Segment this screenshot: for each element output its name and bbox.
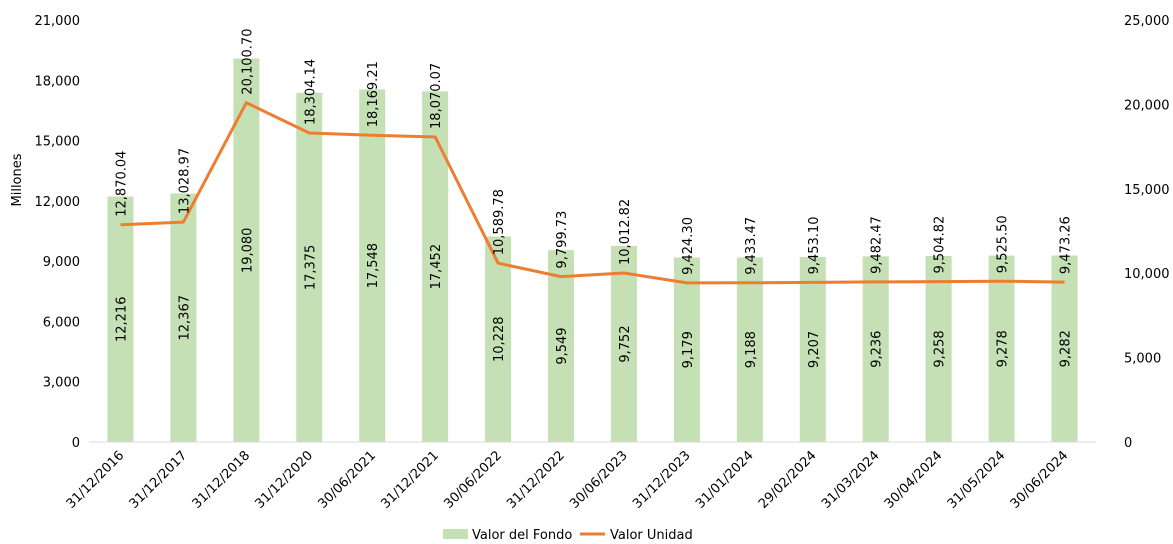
line-data-label: 18,304.14 — [303, 59, 318, 125]
legend-swatch-valor-del-fondo — [443, 529, 468, 539]
line-data-label: 9,424.30 — [681, 217, 696, 275]
y-tick-left: 9,000 — [43, 255, 80, 270]
y-tick-right: 15,000 — [1124, 183, 1170, 198]
bar — [925, 255, 952, 442]
y-tick-left: 18,000 — [35, 74, 81, 89]
line-data-label: 18,169.21 — [366, 61, 381, 127]
bar — [485, 236, 512, 442]
y-tick-right: 0 — [1124, 436, 1132, 451]
series-line-valor-unidad — [120, 101, 1065, 285]
y-axis-left-title: Millones — [10, 153, 25, 206]
bar-data-label: 19,080 — [240, 228, 255, 274]
y-tick-left: 6,000 — [43, 315, 80, 330]
bar-data-label: 9,258 — [933, 330, 948, 367]
line-data-label: 9,525.50 — [996, 215, 1011, 273]
x-tick: 30/06/2023 — [567, 448, 631, 512]
y-tick-left: 3,000 — [43, 376, 80, 391]
x-tick: 30/06/2021 — [315, 448, 379, 512]
x-tick: 31/01/2024 — [693, 448, 757, 512]
x-tick: 30/06/2022 — [441, 448, 505, 512]
bar-data-label: 12,367 — [177, 295, 192, 341]
line-data-label: 9,433.47 — [744, 217, 759, 275]
bar-data-label: 17,375 — [303, 245, 318, 291]
line-data-label: 18,070.07 — [429, 63, 444, 129]
bar-data-label: 12,216 — [114, 297, 129, 343]
x-tick: 31/12/2023 — [630, 448, 694, 512]
bar-data-label: 9,752 — [618, 325, 633, 362]
bar — [736, 257, 763, 442]
bar — [170, 193, 197, 442]
line-data-label: 9,482.47 — [870, 216, 885, 274]
line-data-label: 9,799.73 — [555, 211, 570, 269]
y-tick-left: 21,000 — [35, 14, 81, 29]
y-tick-right: 5,000 — [1124, 352, 1161, 367]
line-data-label: 9,504.82 — [933, 216, 948, 274]
x-tick: 30/04/2024 — [882, 448, 946, 512]
y-tick-right: 25,000 — [1124, 14, 1170, 29]
x-tick: 29/02/2024 — [756, 448, 820, 512]
bar-data-label: 9,282 — [1059, 330, 1074, 367]
x-tick: 31/05/2024 — [945, 448, 1009, 512]
bar — [610, 246, 637, 442]
bar-data-label: 9,278 — [996, 330, 1011, 367]
legend-label-valor-unidad: Valor Unidad — [610, 528, 693, 543]
line-data-label: 20,100.70 — [240, 29, 255, 95]
x-tick: 31/03/2024 — [819, 448, 883, 512]
bar-data-label: 9,207 — [807, 331, 822, 368]
bar-data-label: 9,188 — [744, 331, 759, 368]
bar-data-label: 17,452 — [429, 244, 444, 290]
line-data-label: 9,453.10 — [807, 217, 822, 275]
legend: Valor del Fondo Valor Unidad — [443, 528, 693, 543]
line-data-label: 13,028.97 — [177, 148, 192, 214]
x-tick: 31/12/2016 — [64, 448, 128, 512]
legend-label-valor-del-fondo: Valor del Fondo — [472, 528, 572, 543]
y-tick-right: 10,000 — [1124, 267, 1170, 282]
bar — [359, 89, 386, 442]
y-tick-left: 15,000 — [35, 135, 81, 150]
bar — [233, 58, 260, 442]
bar-data-label: 9,549 — [555, 327, 570, 364]
y-tick-left: 12,000 — [35, 195, 81, 210]
line-data-label: 10,589.78 — [492, 189, 507, 255]
y-tick-left: 0 — [72, 436, 80, 451]
x-tick: 31/12/2021 — [378, 448, 442, 512]
bar — [799, 256, 826, 442]
line-data-label: 12,870.04 — [114, 151, 129, 217]
bar — [1051, 255, 1078, 442]
x-tick: 31/12/2017 — [127, 448, 191, 512]
line-data-label: 10,012.82 — [618, 199, 633, 265]
bar-data-label: 17,548 — [366, 243, 381, 289]
bar — [422, 91, 449, 442]
bar — [673, 257, 700, 442]
x-tick: 30/06/2024 — [1008, 448, 1072, 512]
x-tick: 31/12/2018 — [190, 448, 254, 512]
bar — [548, 250, 575, 442]
bar — [296, 92, 323, 442]
bar-data-label: 10,228 — [492, 316, 507, 362]
line-data-label: 9,473.26 — [1059, 216, 1074, 274]
bar — [107, 196, 134, 442]
x-tick: 31/12/2022 — [504, 448, 568, 512]
bar — [862, 256, 889, 442]
y-tick-right: 20,000 — [1124, 98, 1170, 113]
x-tick: 31/12/2020 — [253, 448, 317, 512]
bar-data-label: 9,179 — [681, 331, 696, 368]
bar-data-label: 9,236 — [870, 331, 885, 368]
bar — [988, 255, 1015, 442]
